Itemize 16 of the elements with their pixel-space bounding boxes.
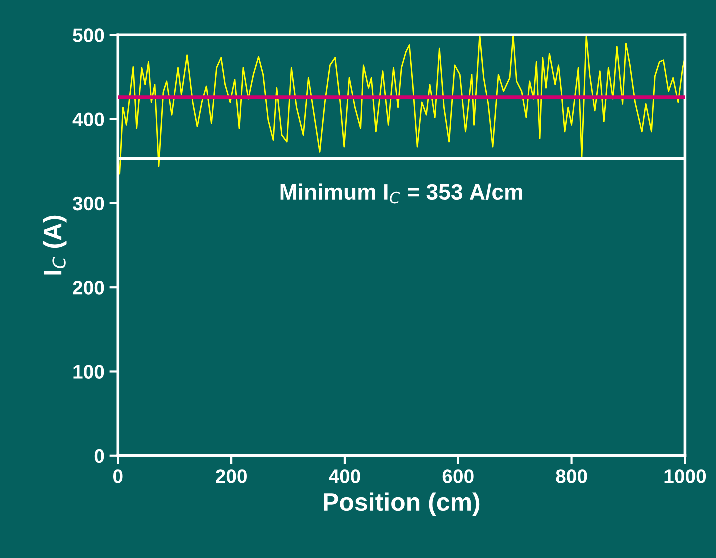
x-tick-label: 800: [556, 470, 588, 484]
y-tick-label: 300: [72, 196, 104, 211]
x-axis-title: Position (cm): [324, 492, 480, 516]
x-tick-label: 600: [442, 470, 474, 484]
line-series: [119, 35, 686, 175]
y-tick-label: 200: [73, 281, 104, 295]
y-tick-label: 0: [94, 449, 104, 464]
x-tick-label: 1000: [664, 470, 706, 484]
y-axis-title: I$_{C}$ (A): [43, 216, 67, 275]
y-tick-label: 500: [73, 28, 104, 42]
x-tick-label: 0: [114, 470, 123, 484]
x-tick-label: 400: [329, 470, 360, 484]
ref-line-label: Minimum I$_{C}$ = 353 A/cm: [280, 184, 522, 204]
y-tick-label: 100: [74, 365, 104, 379]
x-tick-label: 200: [216, 470, 247, 484]
y-tick-label: 400: [72, 112, 104, 127]
